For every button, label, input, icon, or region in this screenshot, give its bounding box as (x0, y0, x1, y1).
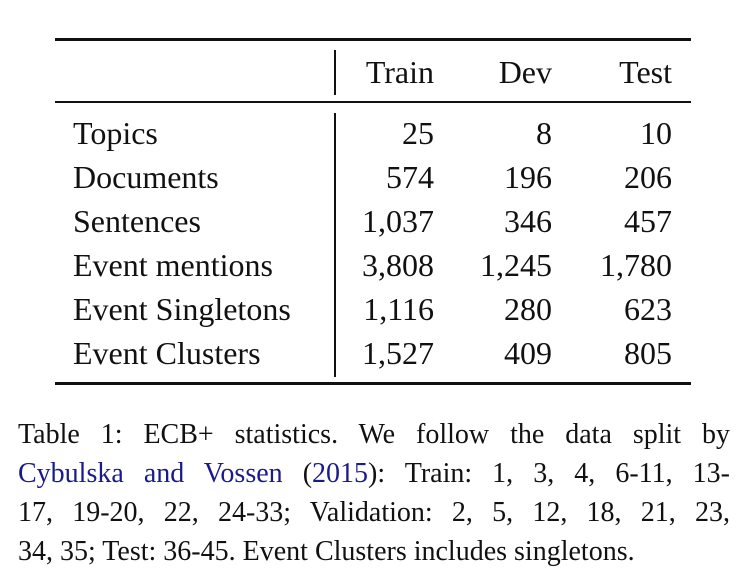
cell-event-clusters-dev: 409 (504, 335, 552, 371)
caption-line-2-rest: ): Train: 1, 3, 4, 6-11, 13- (368, 458, 731, 489)
row-label-event-mentions: Event mentions (73, 247, 273, 283)
row-label-sentences: Sentences (73, 203, 201, 239)
cell-sentences-train: 1,037 (362, 203, 434, 239)
table-caption: Table 1: ECB+ statistics. We follow the … (18, 415, 730, 571)
header-test: Test (619, 54, 672, 90)
cell-event-clusters-test: 805 (624, 335, 672, 371)
cell-sentences-dev: 346 (504, 203, 552, 239)
cell-event-clusters-train: 1,527 (362, 335, 434, 371)
caption-line-2: Cybulska and Vossen (2015): Train: 1, 3,… (18, 454, 730, 493)
table-bottom-rule (55, 382, 691, 385)
row-label-event-singletons: Event Singletons (73, 291, 291, 327)
cell-topics-test: 10 (640, 115, 672, 151)
table-top-rule (55, 38, 691, 41)
cell-sentences-test: 457 (624, 203, 672, 239)
caption-line-4: 34, 35; Test: 36-45. Event Clusters incl… (18, 536, 635, 567)
statistics-table: Train Dev Test Topics 25 8 10 Documents … (55, 38, 691, 386)
row-label-topics: Topics (73, 115, 158, 151)
table-header-divider (334, 50, 336, 95)
row-label-documents: Documents (73, 159, 219, 195)
caption-line-3: 17, 19-20, 22, 24-33; Validation: 2, 5, … (18, 497, 730, 528)
cell-documents-test: 206 (624, 159, 672, 195)
cell-documents-dev: 196 (504, 159, 552, 195)
row-label-event-clusters: Event Clusters (73, 335, 261, 371)
citation-link-year[interactable]: 2015 (312, 458, 369, 489)
cell-event-mentions-dev: 1,245 (480, 247, 552, 283)
cell-topics-dev: 8 (536, 115, 552, 151)
citation-link-authors[interactable]: Cybulska and Vossen (18, 458, 283, 489)
cell-event-mentions-test: 1,780 (600, 247, 672, 283)
caption-paren-open: ( (282, 458, 313, 489)
cell-topics-train: 25 (402, 115, 434, 151)
cell-event-mentions-train: 3,808 (362, 247, 434, 283)
header-train: Train (365, 54, 434, 90)
table-body-divider (334, 113, 336, 377)
header-dev: Dev (498, 54, 552, 90)
cell-event-singletons-dev: 280 (504, 291, 552, 327)
cell-documents-train: 574 (386, 159, 434, 195)
caption-line-1: Table 1: ECB+ statistics. We follow the … (18, 419, 730, 450)
cell-event-singletons-test: 623 (624, 291, 672, 327)
table-header-rule (55, 101, 691, 103)
cell-event-singletons-train: 1,116 (363, 291, 434, 327)
